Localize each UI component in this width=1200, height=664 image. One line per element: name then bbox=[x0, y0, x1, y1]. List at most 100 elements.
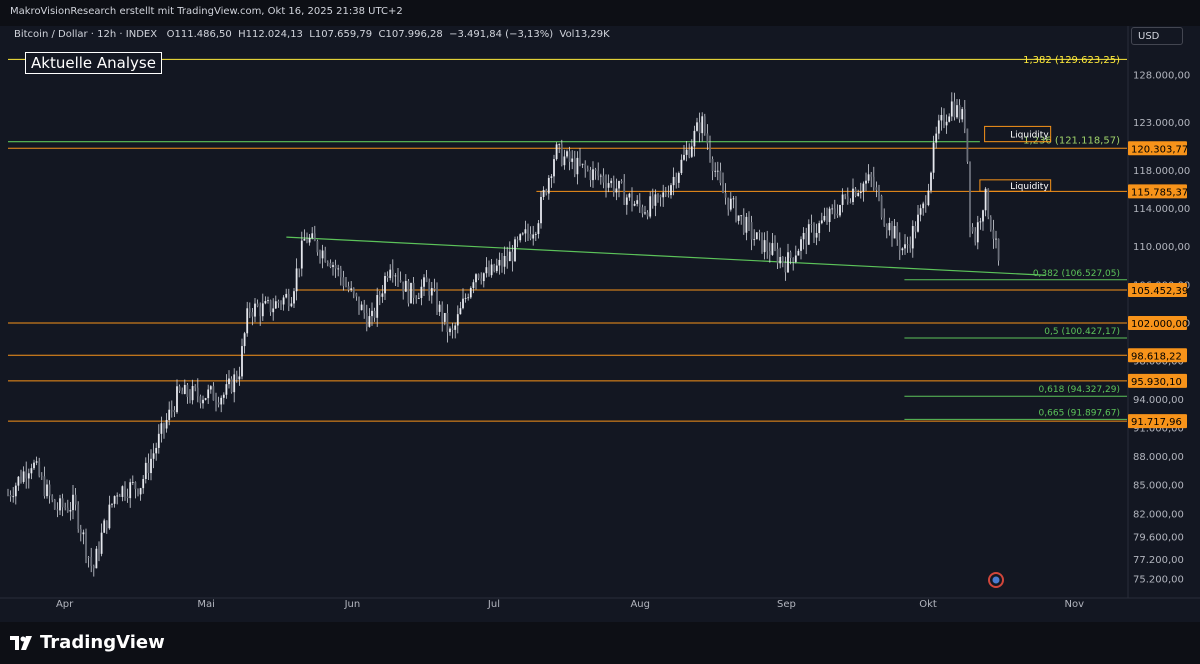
candle-body bbox=[875, 187, 878, 190]
candle-body bbox=[446, 312, 449, 333]
candle-body bbox=[828, 208, 831, 223]
symbol-name: Bitcoin / Dollar · 12h · INDEX bbox=[14, 29, 158, 40]
candle-body bbox=[753, 239, 756, 241]
candle-body bbox=[59, 498, 61, 511]
candle-body bbox=[116, 495, 119, 497]
candle-body bbox=[501, 259, 503, 267]
price-level-tag bbox=[1128, 414, 1187, 429]
candle-body bbox=[363, 304, 366, 314]
candle-body bbox=[498, 259, 501, 266]
candle-body bbox=[755, 232, 758, 240]
candle-body bbox=[355, 293, 358, 297]
candle-body bbox=[885, 225, 888, 231]
candle-body bbox=[98, 548, 100, 554]
candle-body bbox=[709, 143, 711, 160]
candle-body bbox=[683, 154, 685, 160]
candle-body bbox=[25, 471, 28, 479]
candle-body bbox=[927, 190, 930, 206]
candle-body bbox=[956, 105, 958, 118]
close-label: C bbox=[378, 29, 386, 40]
chart-credit: MakroVisionResearch erstellt mit Trading… bbox=[10, 6, 403, 17]
candle-body bbox=[118, 495, 121, 497]
candle-body bbox=[761, 232, 763, 253]
candle-body bbox=[924, 203, 927, 206]
price-chart[interactable]: 128.000,00 123.000,00 118.000,00 114.000,00… bbox=[0, 26, 1200, 622]
candle-body bbox=[272, 308, 275, 313]
candle-body bbox=[152, 453, 155, 459]
candle-body bbox=[381, 293, 384, 297]
price-level-tag bbox=[1128, 184, 1187, 199]
tradingview-logo[interactable]: TradingView bbox=[10, 632, 165, 653]
candle-body bbox=[456, 314, 459, 326]
candle-body bbox=[35, 461, 38, 463]
candle-body bbox=[329, 262, 332, 268]
candle-body bbox=[844, 194, 847, 197]
candle-body bbox=[735, 198, 737, 221]
candle-body bbox=[732, 198, 735, 200]
chart-area[interactable] bbox=[0, 26, 1200, 622]
candle-body bbox=[298, 268, 301, 270]
analysis-label-box[interactable]: Aktuelle Analyse bbox=[25, 52, 162, 74]
candle-body bbox=[95, 548, 98, 569]
candle-body bbox=[417, 297, 420, 299]
candle-body bbox=[79, 529, 82, 535]
candle-body bbox=[287, 293, 290, 307]
candle-body bbox=[477, 274, 480, 279]
candle-body bbox=[207, 389, 210, 399]
candle-body bbox=[943, 114, 945, 126]
candle-body bbox=[911, 226, 914, 249]
candle-body bbox=[997, 238, 1000, 261]
candle-body bbox=[540, 196, 542, 224]
candle-body bbox=[950, 101, 953, 117]
candle-body bbox=[495, 265, 498, 272]
candle-body bbox=[373, 310, 376, 318]
candle-body bbox=[441, 304, 444, 322]
candle-body bbox=[186, 384, 189, 397]
candle-body bbox=[602, 175, 605, 183]
candle-body bbox=[966, 128, 969, 162]
candle-body bbox=[654, 194, 657, 206]
candle-body bbox=[326, 261, 329, 263]
candle-body bbox=[199, 396, 202, 404]
candle-body bbox=[113, 496, 116, 504]
candle-body bbox=[680, 159, 683, 174]
candle-body bbox=[48, 484, 51, 496]
candle-body bbox=[43, 476, 46, 497]
candle-body bbox=[698, 122, 701, 134]
candle-body bbox=[516, 239, 519, 241]
y-tick-label: 91.000,00 bbox=[1133, 423, 1184, 434]
candle-body bbox=[659, 195, 662, 198]
liquidity-zone bbox=[979, 179, 1052, 192]
candle-body bbox=[529, 233, 532, 239]
fib-label: 1,382 (129.623,25) bbox=[1023, 55, 1120, 66]
candle-body bbox=[269, 300, 272, 313]
candle-body bbox=[293, 291, 295, 304]
candle-body bbox=[719, 170, 722, 183]
candle-body bbox=[433, 288, 436, 290]
candle-body bbox=[995, 238, 997, 240]
candle-body bbox=[763, 240, 766, 253]
candle-body bbox=[854, 188, 857, 197]
candle-body bbox=[599, 175, 602, 177]
y-tick-label: 114.000,00 bbox=[1133, 204, 1190, 215]
low-value: 107.659,79 bbox=[314, 29, 373, 40]
trend-line bbox=[286, 236, 1046, 276]
candle-body bbox=[261, 303, 264, 317]
candle-body bbox=[542, 189, 545, 197]
candle-body bbox=[404, 280, 407, 292]
candle-body bbox=[922, 203, 925, 209]
candle-body bbox=[108, 504, 111, 529]
candle-body bbox=[20, 476, 22, 482]
candle-body bbox=[963, 109, 966, 129]
currency-button[interactable]: USD bbox=[1131, 27, 1183, 45]
candle-body bbox=[33, 462, 35, 469]
price-level-label: 105.452,39 bbox=[1131, 286, 1188, 297]
candle-body bbox=[696, 122, 698, 131]
candle-body bbox=[412, 282, 415, 298]
high-label: H bbox=[238, 29, 246, 40]
candle-body bbox=[61, 498, 64, 508]
candle-body bbox=[27, 473, 30, 479]
candle-body bbox=[670, 185, 672, 196]
candle-body bbox=[870, 174, 873, 177]
candle-body bbox=[930, 172, 932, 191]
